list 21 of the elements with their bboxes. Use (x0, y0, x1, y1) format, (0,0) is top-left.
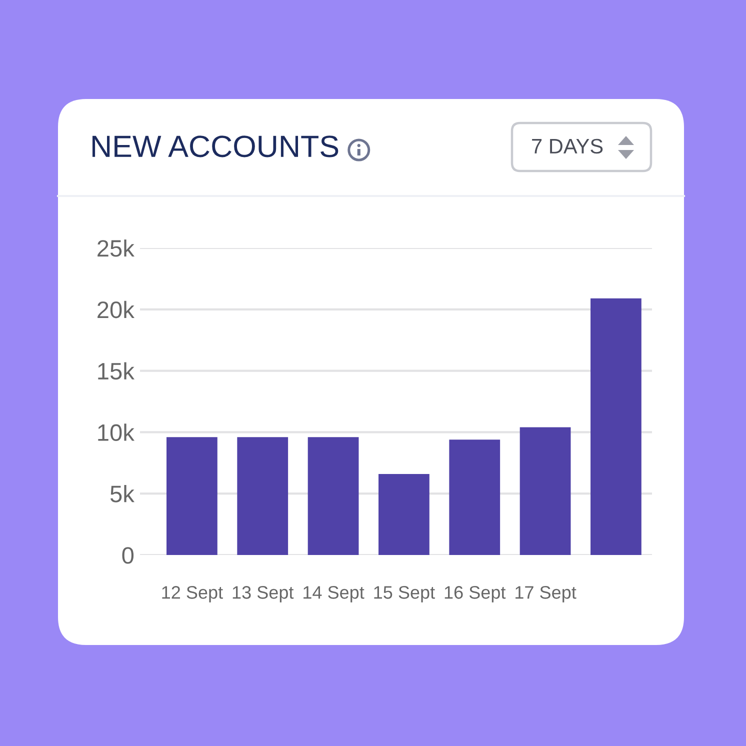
bar (520, 427, 571, 555)
x-tick-label: 14 Sept (304, 586, 364, 602)
bar (590, 298, 642, 555)
bar (237, 437, 288, 555)
y-tick-label: 15k (98, 362, 134, 380)
x-tick-label: 15 Sept (374, 586, 435, 602)
bar (166, 437, 218, 555)
x-tick-label: 16 Sept (444, 586, 506, 602)
bar (378, 474, 430, 555)
y-tick-label: 25k (98, 239, 134, 257)
x-tick-label: 12 Sept (162, 586, 223, 602)
y-tick-label: 5k (110, 485, 134, 502)
x-tick-label: 13 Sept (232, 586, 294, 602)
bar (449, 440, 500, 555)
y-tick-label: 10k (98, 424, 134, 441)
y-tick-label: 0 (122, 547, 134, 564)
chart-title: NEW ACCOUNTS (92, 136, 338, 158)
y-tick-label: 20k (98, 300, 134, 318)
text: 7 DAYS (532, 138, 603, 154)
bar (308, 437, 359, 555)
x-tick-label: 17 Sept (516, 586, 576, 602)
